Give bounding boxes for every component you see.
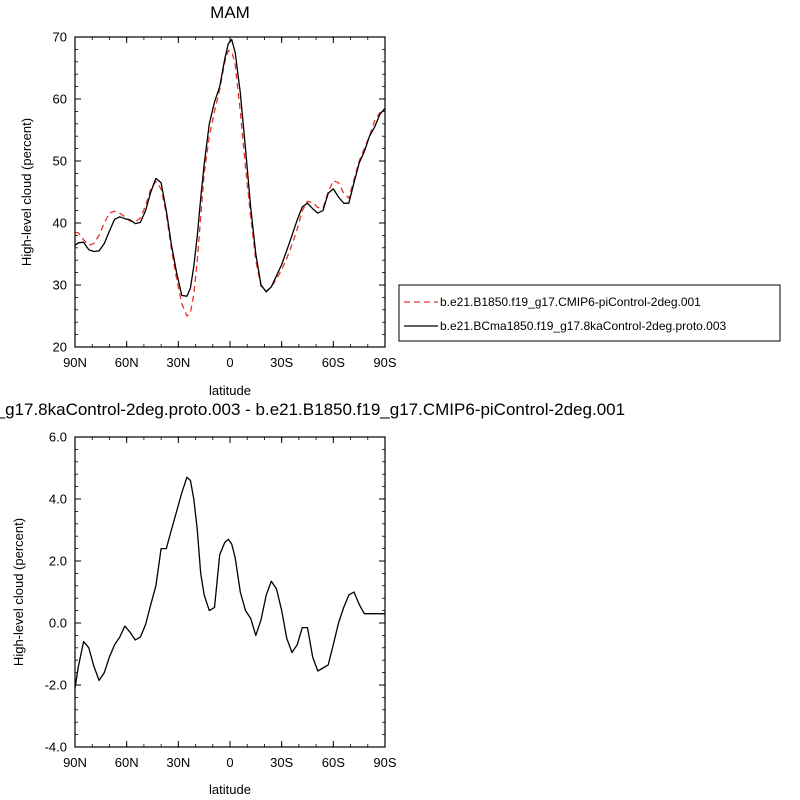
top-x-tick-label: 30N <box>166 355 190 370</box>
top-y-tick-label: 20 <box>53 340 67 355</box>
bottom-x-tick-label: 60S <box>322 755 345 770</box>
bottom-x-tick-label: 30S <box>270 755 293 770</box>
top-y-tick-label: 70 <box>53 30 67 45</box>
bottom-y-tick-label: 4.0 <box>49 492 67 507</box>
top-x-axis-label: latitude <box>209 383 251 398</box>
legend-box <box>398 284 781 342</box>
bottom-x-tick-label: 30N <box>166 755 190 770</box>
top-y-tick-label: 60 <box>53 92 67 107</box>
bottom-y-axis-label: High-level cloud (percent) <box>11 518 26 666</box>
bottom-x-tick-label: 60N <box>115 755 139 770</box>
bottom-x-axis-label: latitude <box>209 782 251 797</box>
top-y-tick-label: 50 <box>53 154 67 169</box>
bottom-series-layer <box>74 476 385 689</box>
bottom-y-tick-label: -4.0 <box>45 740 67 755</box>
top-series-line-0 <box>74 49 386 317</box>
top-y-tick-label: 40 <box>53 216 67 231</box>
top-x-tick-label: 60N <box>115 355 139 370</box>
top-plot-frame <box>74 36 386 348</box>
bottom-x-tick-label: 90S <box>373 755 396 770</box>
legend-label-8kaControl: b.e21.BCma1850.f19_g17.8kaControl-2deg.p… <box>440 319 727 333</box>
top-x-tick-label: 60S <box>322 355 345 370</box>
top-y-tick-label: 30 <box>53 278 67 293</box>
top-series-line-1 <box>74 38 386 297</box>
bottom-y-tick-label: 2.0 <box>49 554 67 569</box>
top-x-tick-label: 0 <box>226 355 233 370</box>
bottom-chart-title: b.e21.BCma1850.f19_g17.8kaControl-2deg.p… <box>0 400 625 419</box>
bottom-panel: b.e21.BCma1850.f19_g17.8kaControl-2deg.p… <box>0 400 625 797</box>
legend-label-piControl: b.e21.B1850.f19_g17.CMIP6-piControl-2deg… <box>440 295 701 309</box>
bottom-plot-frame <box>74 436 386 748</box>
top-panel: MAM 90N 60N 30N 0 30S 60S 90S 20 30 40 50 60 70 lati… <box>19 3 781 398</box>
bottom-y-tick-label: 6.0 <box>49 430 67 445</box>
bottom-ticks-layer: 90N 60N 30N 0 30S 60S 90S -4.0 -2.0 0.0 2.0 4.0 6.0 <box>45 430 397 771</box>
bottom-series-line-0 <box>74 476 385 689</box>
top-x-tick-label: 30S <box>270 355 293 370</box>
top-x-tick-label: 90S <box>373 355 396 370</box>
top-series-layer <box>74 38 386 317</box>
bottom-x-tick-label: 0 <box>226 755 233 770</box>
legend: b.e21.B1850.f19_g17.CMIP6-piControl-2deg… <box>398 284 781 342</box>
bottom-x-tick-label: 90N <box>63 755 87 770</box>
top-chart-title: MAM <box>210 3 250 22</box>
top-ticks-layer: 90N 60N 30N 0 30S 60S 90S 20 30 40 50 60 70 <box>53 30 397 371</box>
top-x-tick-label: 90N <box>63 355 87 370</box>
bottom-y-tick-label: 0.0 <box>49 616 67 631</box>
top-y-axis-label: High-level cloud (percent) <box>19 118 34 266</box>
bottom-y-tick-label: -2.0 <box>45 678 67 693</box>
